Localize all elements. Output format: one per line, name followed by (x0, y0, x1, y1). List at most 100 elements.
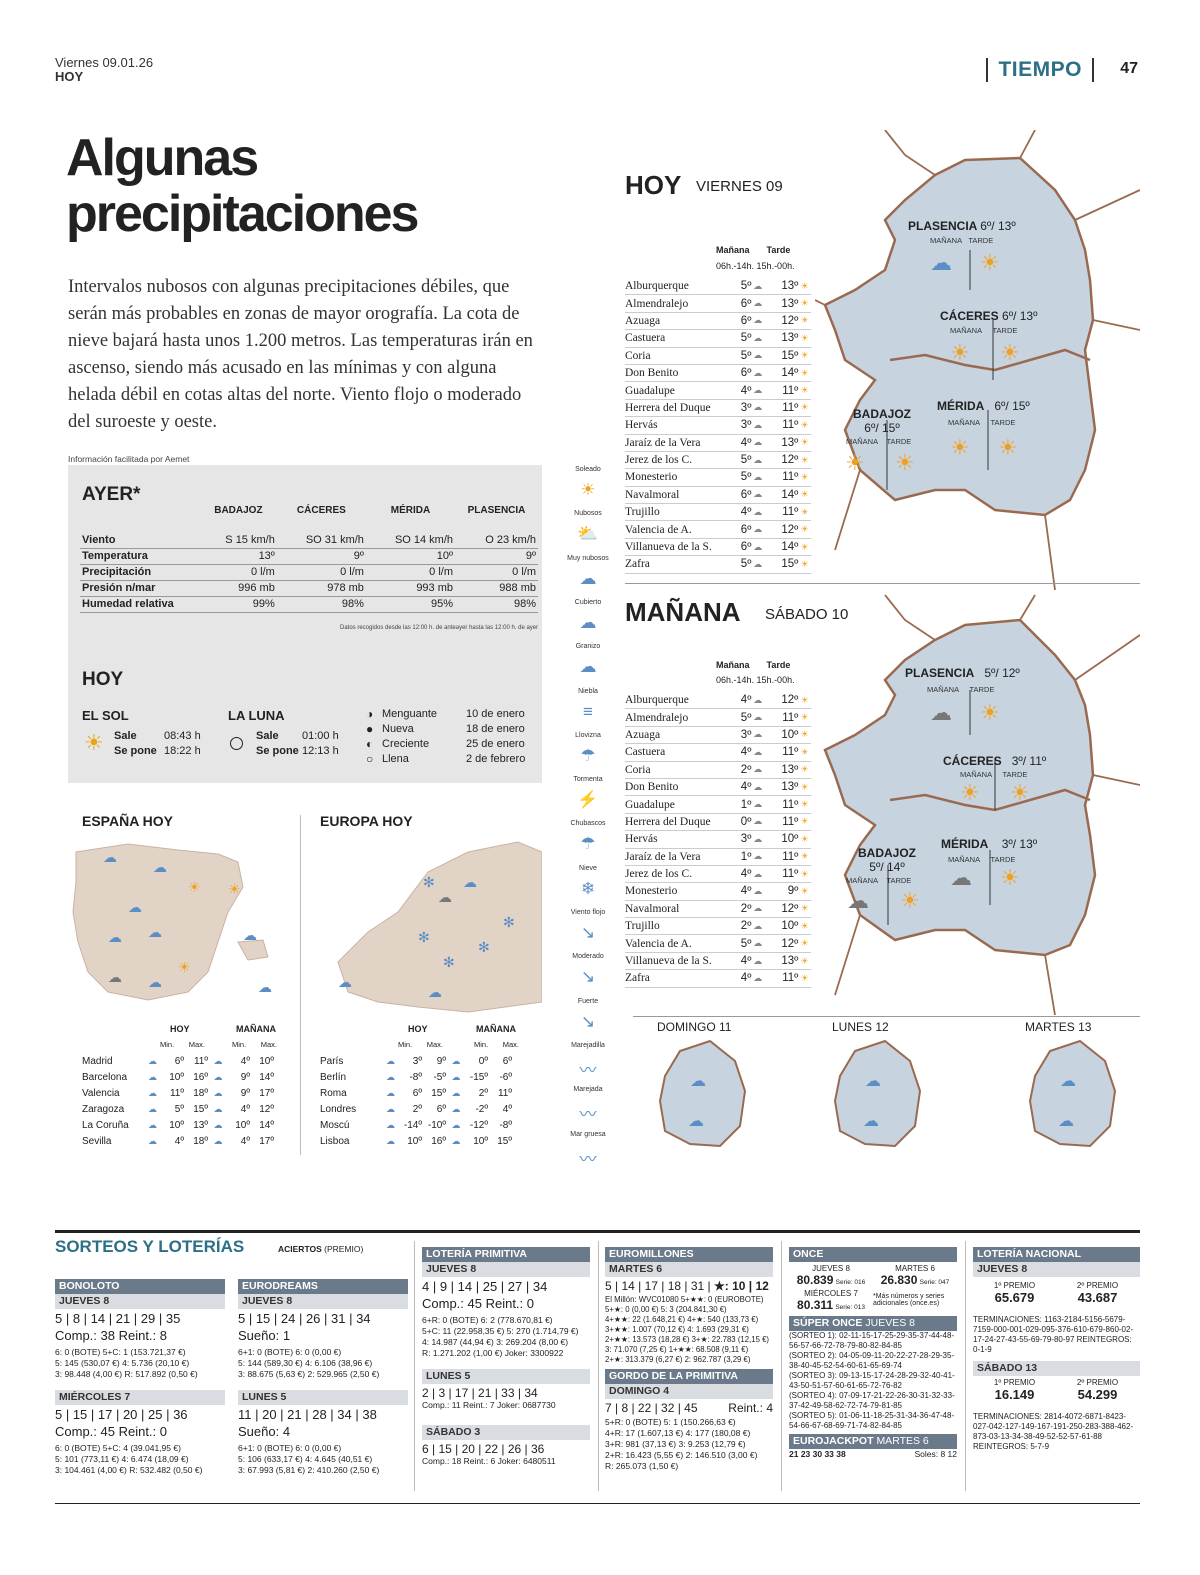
date-text: Viernes 09.01.26 (55, 55, 154, 70)
temp-afternoon: 10º (781, 920, 799, 933)
weather-icon: ☁ (386, 1135, 395, 1146)
weather-icon: ☁ (753, 868, 763, 879)
ayer-row: Precipitación 0 l/m 0 l/m 0 l/m 0 l/m (80, 564, 538, 581)
weather-icon: ☀ (800, 489, 809, 500)
weather-icon: ☁ (386, 1071, 395, 1082)
hoy-forecast-title: HOY (625, 170, 682, 200)
man-pl-labels: MAÑANA TARDE (927, 685, 995, 694)
forecast-row: Castuera 4º ☁ 11º ☀ (625, 744, 811, 762)
svg-text:☁: ☁ (243, 927, 257, 943)
svg-text:☁: ☁ (930, 250, 952, 275)
temp-morning: 4º (740, 694, 752, 707)
eu-manana: MAÑANA (476, 1024, 516, 1034)
temp-afternoon: 11º (782, 850, 799, 863)
forecast-row: Villanueva de la S. 4º ☁ 13º ☀ (625, 953, 811, 971)
forecast-row: Villanueva de la S. 6º ☁ 14º ☀ (625, 539, 811, 557)
forecast-row: Almendralejo 6º ☁ 13º ☀ (625, 295, 811, 313)
temp-afternoon: 14º (781, 541, 799, 554)
prize-line: R: 265.073 (1,50 €) (605, 1461, 679, 1471)
temp-afternoon: 12º (781, 454, 799, 467)
forecast-row: Castuera 5º ☁ 13º ☀ (625, 330, 811, 348)
forecast-row: Jaraíz de la Vera 4º ☁ 13º ☀ (625, 435, 811, 452)
temp-max: 6º (502, 1055, 512, 1067)
day-martes: MARTES 13 (1025, 1020, 1092, 1034)
weather-icon: ☀ (800, 350, 809, 361)
svg-text:☀: ☀ (980, 250, 1000, 275)
weather-icon: ☁ (753, 833, 763, 844)
weather-icon: ☁ (451, 1119, 461, 1130)
temp-morning: 1º (740, 850, 752, 863)
man-map: ☁ ☀ ☀ ☀ ☁ ☀ ☁ ☀ (823, 594, 1140, 1015)
sol-labels: Sale Se pone (114, 730, 157, 757)
prize-line: 5+R: 0 (BOTE) 5: 1 (150.266,63 €) (605, 1417, 736, 1427)
temp-morning: 2º (740, 902, 752, 915)
temp-morning: 0º (740, 815, 752, 828)
weather-icon: ☁ (753, 799, 763, 810)
town-name: Villanueva de la S. (625, 541, 712, 554)
sol-times: 08:43 h 18:22 h (164, 730, 201, 757)
legend-label: Nieve (579, 864, 597, 872)
temp-morning: 6º (740, 541, 752, 554)
ayer-value: S 15 km/h (200, 532, 277, 549)
bonoloto-box: BONOLOTO JUEVES 8 5 | 8 | 14 | 21 | 29 |… (55, 1279, 225, 1476)
prize-line: 6+1: 0 (BOTE) 6: 0 (0,00 €) (238, 1443, 342, 1453)
temp-morning: 5º (740, 711, 752, 724)
temp-afternoon: 11º (782, 798, 799, 811)
temp-morning: 4º (740, 868, 752, 881)
weather-icon: ☀ (800, 471, 809, 482)
svg-text:☀: ☀ (228, 881, 241, 897)
prize-line: 5: 144 (589,30 €) 4: 6.106 (38,96 €) (238, 1358, 373, 1368)
town-name: Navalmoral (625, 902, 680, 915)
city-name: Moscú (320, 1119, 350, 1131)
city-name: Berlín (320, 1071, 347, 1083)
bottom-rule (55, 1503, 1140, 1504)
temp-min: 3º (412, 1055, 422, 1067)
ayer-value: 9º (276, 548, 366, 565)
legend-icon: ⚡ (577, 790, 599, 810)
weather-icon: ☁ (753, 955, 763, 966)
temp-min: 10º (473, 1135, 488, 1147)
city-name: Barcelona (82, 1071, 128, 1083)
legend-icon: 〰 (579, 1149, 597, 1169)
man-map-plasencia: PLASENCIA 5º/ 12º (905, 666, 1020, 680)
primitiva-box: LOTERÍA PRIMITIVA JUEVES 8 4 | 9 | 14 | … (422, 1247, 590, 1467)
temp-morning: 1º (740, 798, 752, 811)
divider (965, 1241, 966, 1491)
legend-label: Tormenta (573, 776, 603, 784)
ayer-row: Viento S 15 km/h SO 31 km/h SO 14 km/h O 23 … (80, 532, 538, 549)
weather-icon: ☁ (753, 402, 763, 413)
page-number: 47 (1120, 60, 1138, 77)
city-temp-row: Barcelona ☁ 10º 16º ☁ 9º 14º (82, 1069, 274, 1085)
prize-line: 3: 98.448 (4,00 €) R: 517.892 (0,50 €) (55, 1369, 198, 1379)
city-name: Madrid (82, 1055, 113, 1067)
weather-icon: ☁ (213, 1087, 223, 1098)
temp-max: 9º (436, 1055, 446, 1067)
city-name: Sevilla (82, 1135, 112, 1147)
weather-icon: ☁ (753, 437, 763, 448)
man-map-badajoz: BADAJOZ 5º/ 14º (858, 846, 917, 874)
prize-line: 3+★★: 1.007 (70,12 €) 4: 1.693 (29,31 €) (605, 1325, 749, 1334)
weather-icon: ☁ (753, 558, 763, 569)
town-name: Valencia de A. (625, 523, 692, 536)
temp-max: 4º (502, 1103, 512, 1115)
hoy-me-labels: MAÑANA TARDE (948, 418, 1016, 427)
temp-morning: 5º (740, 280, 752, 293)
svg-text:☁: ☁ (438, 889, 452, 905)
city-temp-row: Moscú ☁ -14º -10º ☁ -12º -8º (320, 1117, 512, 1133)
temp-afternoon: 13º (781, 781, 799, 794)
forecast-row: Trujillo 4º ☁ 11º ☀ (625, 504, 811, 522)
weather-icon: ☁ (753, 903, 763, 914)
svg-text:☀: ☀ (178, 959, 191, 975)
city-temp-row: La Coruña ☁ 10º 13º ☁ 10º 14º (82, 1117, 274, 1133)
city-temp-row: Berlín ☁ -8º -5º ☁ -15º -6º (320, 1069, 512, 1085)
town-name: Valencia de A. (625, 937, 692, 950)
hoy-ba-labels: MAÑANA TARDE (846, 437, 912, 446)
euromillones-box: EUROMILLONES MARTES 6 5 | 14 | 17 | 18 |… (605, 1247, 773, 1471)
temp-morning: 6º (740, 367, 752, 380)
forecast-row: Herrera del Duque 3º ☁ 11º ☀ (625, 400, 811, 418)
town-name: Hervás (625, 833, 658, 846)
luna-title: LA LUNA (228, 708, 285, 723)
weather-icon: ☁ (451, 1087, 461, 1098)
weather-icon: ☀ (800, 280, 809, 291)
